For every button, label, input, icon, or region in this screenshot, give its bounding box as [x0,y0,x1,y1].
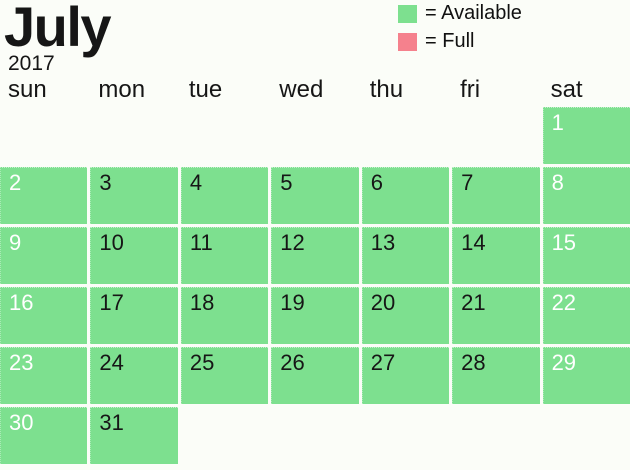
day-cell-17[interactable]: 17 [90,287,178,344]
legend-full-label: = Full [425,30,475,52]
empty-day-cell [362,107,449,164]
day-cell-25[interactable]: 25 [180,347,269,404]
day-cell-28[interactable]: 28 [452,347,540,404]
full-color-swatch [398,32,417,51]
day-cell-29[interactable]: 29 [542,347,630,404]
weekday-header-mon: mon [98,76,146,103]
day-cell-21[interactable]: 21 [452,287,540,344]
empty-day-cell [181,107,268,164]
day-cell-4[interactable]: 4 [180,167,269,224]
day-cell-27[interactable]: 27 [361,347,450,404]
day-cell-26[interactable]: 26 [271,347,359,404]
weekday-header-sat: sat [550,76,583,103]
day-cell-2[interactable]: 2 [0,167,88,224]
day-cell-3[interactable]: 3 [90,167,178,224]
month-title: July [4,0,112,58]
legend-row-full: = Full [398,30,522,53]
title-block: July 2017 [4,0,112,76]
day-cell-10[interactable]: 10 [90,227,178,284]
legend-row-available: = Available [398,2,522,25]
empty-day-cell [362,407,449,464]
empty-day-cell [452,407,539,464]
day-cell-7[interactable]: 7 [452,167,540,224]
empty-day-cell [271,407,358,464]
day-cell-13[interactable]: 13 [361,227,450,284]
day-cell-5[interactable]: 5 [271,167,359,224]
day-cell-12[interactable]: 12 [271,227,359,284]
weekday-header-row: sun mon tue wed thu fri sat [0,76,630,104]
day-cell-30[interactable]: 30 [0,407,88,464]
weekday-header-thu: thu [369,76,404,103]
empty-day-cell [452,107,539,164]
day-cell-9[interactable]: 9 [0,227,88,284]
weekday-header-sun: sun [8,76,47,103]
empty-day-cell [543,407,630,464]
day-cell-19[interactable]: 19 [271,287,359,344]
legend-available-label: = Available [425,2,522,24]
legend: = Available = Full [398,2,522,53]
day-cell-20[interactable]: 20 [361,287,450,344]
day-cell-8[interactable]: 8 [542,167,630,224]
empty-day-cell [90,107,177,164]
year-label: 2017 [8,51,55,75]
day-cell-18[interactable]: 18 [180,287,269,344]
empty-day-cell [271,107,358,164]
day-cell-1[interactable]: 1 [542,107,630,164]
day-cell-14[interactable]: 14 [452,227,540,284]
empty-day-cell [181,407,268,464]
day-cell-15[interactable]: 15 [542,227,630,284]
weekday-header-fri: fri [460,76,481,103]
day-cell-31[interactable]: 31 [90,407,178,464]
available-color-swatch [398,4,417,23]
day-cell-24[interactable]: 24 [90,347,178,404]
weekday-header-wed: wed [279,76,324,103]
weekday-header-tue: tue [188,76,223,103]
day-cell-11[interactable]: 11 [180,227,269,284]
day-cell-23[interactable]: 23 [0,347,88,404]
calendar-grid: 1 2 3 4 5 6 7 8 9 10 11 12 13 14 15 16 17 18 19 20 21 22 23 24 2… [0,107,630,464]
day-cell-16[interactable]: 16 [0,287,88,344]
day-cell-6[interactable]: 6 [361,167,450,224]
day-cell-22[interactable]: 22 [542,287,630,344]
empty-day-cell [0,107,87,164]
